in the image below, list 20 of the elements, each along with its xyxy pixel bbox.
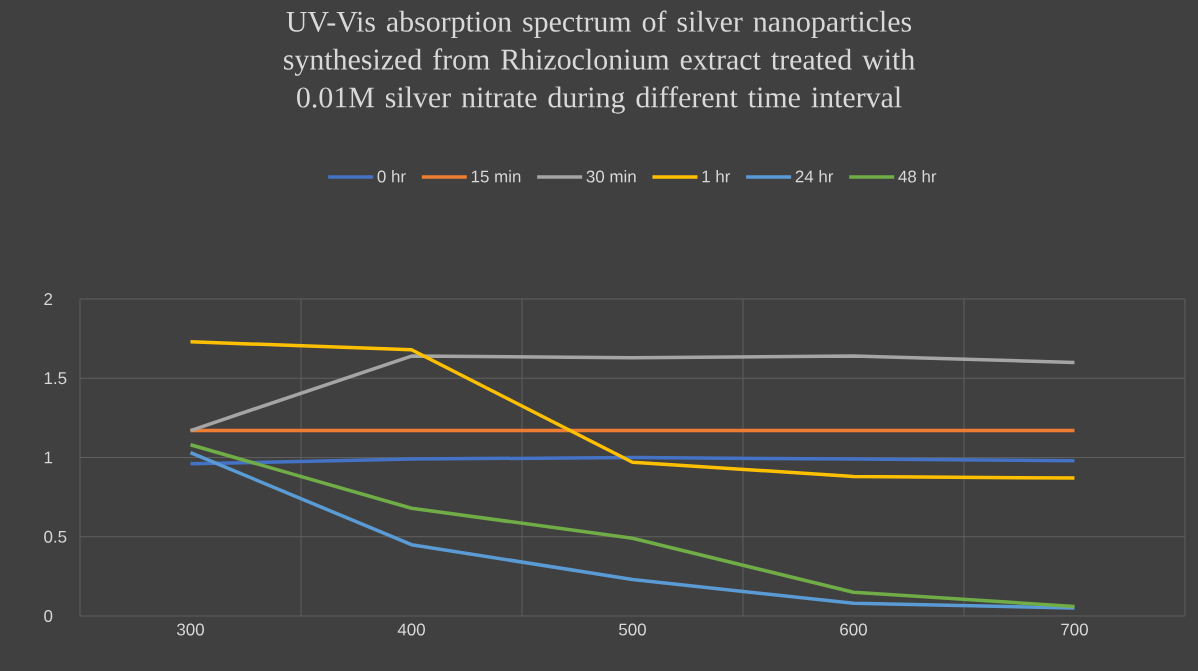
legend-label: 1 hr [702, 170, 731, 183]
line-series [188, 455, 1077, 466]
x-tick-label: 400 [397, 623, 425, 636]
legend-label: 24 hr [795, 170, 834, 183]
legend-label: 0 hr [377, 170, 406, 183]
y-tick-label: 0 [44, 609, 53, 622]
y-tick-label: 1.5 [44, 372, 67, 385]
chart-title: UV-Vis absorption spectrum of silver nanoparticles synthesized from Rhizoclonium extract treated with 0.01M silver nitrate during different time interval [284, 10, 915, 114]
legend-label: 15 min [471, 170, 521, 183]
x-tick-label: 700 [1061, 623, 1088, 636]
y-tick-label: 2 [44, 293, 53, 305]
y-tick-label: 0.5 [44, 530, 67, 543]
legend-label: 30 min [586, 170, 636, 183]
x-tick-label: 300 [177, 623, 204, 636]
x-tick-label: 500 [619, 623, 646, 636]
line-series [188, 340, 1077, 480]
y-tick-label: 1 [44, 451, 53, 464]
x-tick-label: 600 [840, 623, 867, 636]
legend-label: 48 hr [898, 170, 937, 183]
line-series [188, 354, 1077, 433]
